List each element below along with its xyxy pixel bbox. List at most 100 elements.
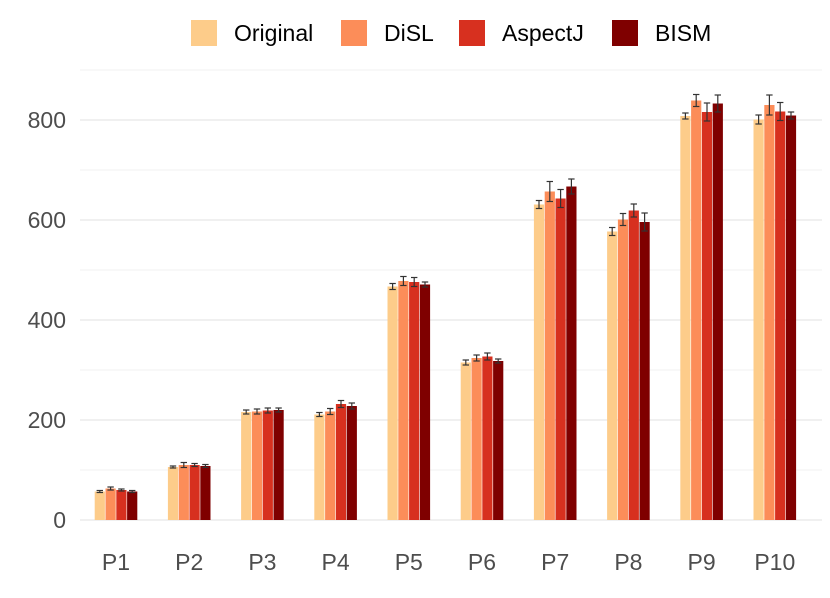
- y-tick-label: 600: [28, 207, 66, 233]
- error-bar: [495, 358, 502, 364]
- x-tick-label: P1: [102, 549, 130, 575]
- bar-p10-original: [753, 119, 764, 520]
- legend: Original DiSL AspectJ BISM: [191, 20, 711, 46]
- bar-p8-original: [607, 231, 618, 520]
- y-tick-label: 800: [28, 107, 66, 133]
- error-bar: [630, 203, 637, 218]
- error-bar: [703, 102, 711, 122]
- x-tick-label: P3: [248, 549, 276, 575]
- bar-p9-original: [680, 116, 691, 520]
- error-bar: [787, 111, 795, 120]
- error-bar: [421, 281, 429, 288]
- error-bar: [316, 411, 323, 418]
- legend-label: Original: [234, 20, 313, 46]
- error-bar: [264, 407, 271, 414]
- legend-item-original: Original: [191, 20, 313, 46]
- bar-p10-bism: [785, 115, 797, 520]
- bar-p2-bism: [200, 466, 211, 520]
- bar-p7-disl: [544, 191, 555, 520]
- x-tick-label: P4: [322, 549, 350, 575]
- bar-p3-original: [241, 412, 252, 520]
- bar-p2-disl: [178, 465, 189, 520]
- error-bar: [107, 486, 114, 491]
- bar-p5-aspectj: [409, 282, 420, 520]
- bar-p3-bism: [273, 410, 284, 520]
- legend-swatch: [191, 20, 217, 46]
- bar-p8-bism: [639, 222, 650, 520]
- bar-p6-disl: [471, 358, 482, 520]
- bar-p4-disl: [325, 411, 336, 520]
- error-bar: [693, 93, 700, 108]
- bar-p6-aspectj: [482, 356, 493, 520]
- error-bar: [96, 489, 103, 494]
- error-bar: [682, 112, 689, 120]
- bar-p4-original: [314, 414, 325, 520]
- legend-item-aspectj: AspectJ: [459, 20, 584, 46]
- error-bar: [766, 94, 773, 116]
- legend-label: BISM: [655, 20, 711, 46]
- axes: 0 200 400 600 800 P1 P2 P3 P4 P5 P6 P7 P8 P9 P10: [28, 107, 796, 575]
- bar-p1-bism: [127, 491, 138, 520]
- bar-p5-bism: [419, 284, 431, 520]
- x-tick-label: P6: [468, 549, 496, 575]
- error-bar: [243, 409, 250, 415]
- bar-p7-aspectj: [555, 198, 566, 520]
- error-bar: [568, 178, 575, 195]
- legend-swatch: [612, 20, 638, 46]
- error-bar: [462, 359, 469, 366]
- bar-p3-aspectj: [262, 410, 273, 520]
- error-bar: [546, 180, 553, 203]
- x-tick-label: P10: [754, 549, 795, 575]
- error-bar: [253, 408, 261, 415]
- bar-p7-original: [533, 204, 545, 520]
- error-bar: [400, 275, 407, 287]
- bar-p10-aspectj: [775, 111, 786, 520]
- error-bar: [275, 407, 282, 413]
- error-bar: [337, 399, 345, 409]
- bar-p1-aspectj: [116, 490, 127, 520]
- legend-swatch: [459, 20, 485, 46]
- error-bar: [129, 489, 136, 494]
- bars: [94, 100, 797, 520]
- error-bar: [191, 462, 198, 468]
- error-bar: [557, 188, 564, 209]
- bar-p4-aspectj: [335, 404, 347, 520]
- bar-p2-original: [167, 467, 179, 520]
- bar-p3-disl: [251, 411, 263, 520]
- bar-p1-original: [94, 491, 105, 520]
- error-bar: [641, 212, 648, 232]
- x-tick-label: P5: [395, 549, 423, 575]
- x-tick-label: P2: [175, 549, 203, 575]
- error-bars: [96, 93, 795, 494]
- error-bar: [180, 461, 187, 469]
- x-tick-label: P8: [614, 549, 642, 575]
- bar-p9-bism: [712, 103, 723, 520]
- error-bar: [609, 226, 616, 237]
- error-bar: [202, 463, 209, 469]
- bar-p4-bism: [346, 406, 357, 520]
- bar-p2-aspectj: [189, 465, 200, 520]
- error-bar: [411, 276, 418, 288]
- bar-p7-bism: [566, 186, 577, 520]
- y-tick-label: 400: [28, 307, 66, 333]
- legend-item-bism: BISM: [612, 20, 711, 46]
- bar-p9-disl: [691, 100, 702, 520]
- bar-p9-aspectj: [701, 112, 713, 520]
- error-bar: [714, 94, 721, 113]
- legend-label: DiSL: [384, 20, 434, 46]
- legend-swatch: [341, 20, 367, 46]
- error-bar: [484, 352, 491, 361]
- legend-label: AspectJ: [502, 20, 584, 46]
- bar-p5-disl: [398, 281, 409, 520]
- legend-item-disl: DiSL: [341, 20, 434, 46]
- error-bar: [777, 101, 784, 122]
- error-bar: [327, 407, 334, 416]
- y-tick-label: 200: [28, 407, 66, 433]
- bar-p6-original: [460, 362, 471, 520]
- error-bar: [389, 282, 396, 291]
- x-tick-label: P7: [541, 549, 569, 575]
- bar-p8-disl: [617, 219, 629, 520]
- y-tick-label: 0: [53, 507, 66, 533]
- bar-p10-disl: [764, 105, 775, 520]
